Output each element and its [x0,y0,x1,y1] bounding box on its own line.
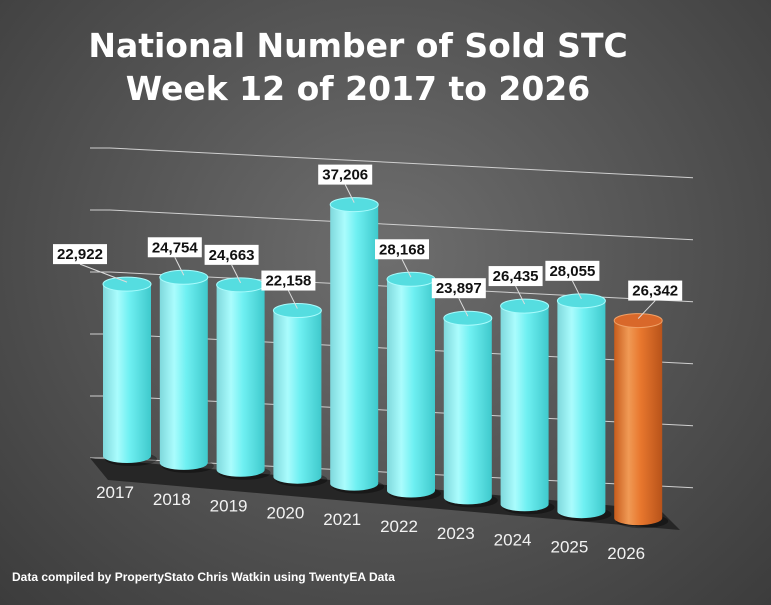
svg-text:37,206: 37,206 [322,167,368,184]
footer-credit: Data compiled by PropertyStato Chris Wat… [12,570,395,584]
x-tick-label: 2025 [550,537,588,556]
svg-text:23,897: 23,897 [436,280,482,297]
bar [216,277,271,480]
bar [272,303,328,487]
data-label: 24,754 [147,237,202,276]
bar [556,293,612,522]
data-label: 24,663 [204,244,259,284]
data-label: 23,897 [431,278,486,317]
data-label: 26,342 [628,280,683,319]
x-tick-label: 2026 [607,544,645,563]
bar [500,298,555,515]
x-tick-label: 2019 [210,497,248,516]
chart-title: National Number of Sold STC [88,26,627,65]
svg-text:28,055: 28,055 [549,263,595,280]
bar-series [102,197,669,529]
data-label: 26,435 [488,266,543,305]
bar [613,313,669,529]
gridline [90,209,694,241]
data-label: 22,922 [53,244,128,283]
x-tick-label: 2021 [323,510,361,529]
data-label: 37,206 [318,164,373,203]
svg-text:26,435: 26,435 [493,268,539,285]
x-axis-ticks: 2017 2018 2019 2020 2021 2022 2023 2024 2025 2026 [96,483,645,563]
x-tick-label: 2017 [96,483,134,502]
svg-text:28,168: 28,168 [379,241,425,258]
svg-text:22,158: 22,158 [265,273,311,290]
bar [386,271,441,501]
bar [102,276,157,466]
x-tick-label: 2022 [380,517,418,536]
data-label: 28,168 [375,239,429,278]
data-label: 28,055 [545,260,600,300]
svg-text:26,342: 26,342 [632,283,678,300]
x-tick-label: 2020 [266,503,304,522]
x-tick-label: 2018 [153,490,191,509]
bar [329,197,385,494]
svg-text:24,754: 24,754 [152,239,199,256]
svg-text:22,922: 22,922 [57,246,103,263]
svg-text:24,663: 24,663 [209,247,255,264]
chart-subtitle: Week 12 of 2017 to 2026 [126,69,590,108]
bar [443,310,498,508]
x-tick-label: 2024 [494,531,532,550]
gridline [90,147,694,179]
x-tick-label: 2023 [437,524,475,543]
data-labels: 22,922 24,754 24,663 22,158 37,206 28,168 23,8… [53,164,683,319]
bar [159,269,214,473]
data-label: 22,158 [261,270,316,309]
